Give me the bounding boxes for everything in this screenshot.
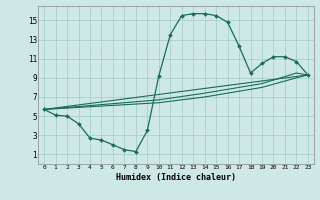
X-axis label: Humidex (Indice chaleur): Humidex (Indice chaleur) [116, 173, 236, 182]
